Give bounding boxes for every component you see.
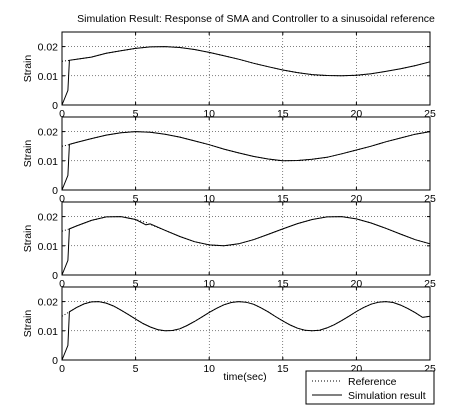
x-tick-label: 5	[133, 278, 139, 290]
y-tick-label: 0.02	[38, 127, 59, 139]
subplot-3: 0 5 10 15 20 25 0 0.01 0.02 Strain	[22, 201, 436, 290]
x-tick-label: 20	[351, 363, 363, 375]
y-tick-label: 0.01	[38, 326, 59, 338]
x-tick-label: 25	[424, 108, 436, 120]
series-simulation-result	[61, 216, 431, 276]
axes-frame	[61, 201, 431, 276]
axes-frame	[61, 286, 431, 361]
x-tick-label: 20	[351, 193, 363, 205]
series-simulation-result	[61, 46, 431, 106]
y-tick-label: 0.01	[38, 241, 59, 253]
subplot-1: 0 5 10 15 20 25 0 0.01 0.02 Strain	[22, 31, 436, 120]
legend-box	[305, 370, 435, 405]
x-tick-label: 15	[277, 278, 289, 290]
axes-frame	[61, 116, 431, 191]
x-tick-label: 25	[424, 193, 436, 205]
y-tick-label: 0	[52, 185, 58, 197]
x-tick-label: 20	[351, 108, 363, 120]
x-tick-label: 5	[133, 363, 139, 375]
x-tick-label: 0	[59, 278, 65, 290]
series-simulation-result	[61, 301, 431, 361]
y-tick-label: 0.02	[38, 297, 59, 309]
x-tick-label: 20	[351, 278, 363, 290]
legend: Reference Simulation result	[305, 370, 435, 405]
subplot-4: 0 5 10 15 20 25 0 0.01 0.02 Strain	[22, 286, 436, 375]
y-axis-label: Strain	[22, 225, 34, 253]
series-reference	[61, 131, 431, 162]
y-tick-label: 0.02	[38, 42, 59, 54]
x-tick-label: 15	[277, 363, 289, 375]
y-axis-label: Strain	[22, 55, 34, 83]
subplot-2: 0 5 10 15 20 25 0 0.01 0.02 Strain	[22, 116, 436, 205]
x-tick-label: 0	[59, 363, 65, 375]
figure-title: Simulation Result: Response of SMA and C…	[77, 13, 435, 25]
x-tick-label: 5	[133, 193, 139, 205]
x-tick-label: 10	[203, 108, 215, 120]
x-tick-label: 25	[424, 363, 436, 375]
subplots: 0 5 10 15 20 25 0 0.01 0.02 Strain 0 5 10 15 20 25 0 0.01…	[22, 31, 436, 375]
x-tick-label: 10	[203, 193, 215, 205]
y-tick-label: 0.01	[38, 71, 59, 83]
x-tick-label: 10	[203, 278, 215, 290]
legend-label: Reference	[348, 376, 397, 388]
x-tick-label: 15	[277, 108, 289, 120]
y-tick-label: 0.02	[38, 212, 59, 224]
x-tick-label: 5	[133, 108, 139, 120]
x-tick-label: 0	[59, 193, 65, 205]
y-tick-label: 0	[52, 355, 58, 367]
x-tick-label: 0	[59, 108, 65, 120]
x-tick-label: 10	[203, 363, 215, 375]
series-reference	[61, 301, 431, 332]
x-tick-label: 15	[277, 193, 289, 205]
legend-label: Simulation result	[348, 390, 426, 402]
series-simulation-result	[61, 131, 431, 191]
x-axis-label: time(sec)	[223, 371, 266, 383]
y-axis-label: Strain	[22, 140, 34, 168]
axes-frame	[61, 31, 431, 106]
y-tick-label: 0	[52, 100, 58, 112]
y-tick-label: 0	[52, 270, 58, 282]
y-tick-label: 0.01	[38, 156, 59, 168]
y-axis-label: Strain	[22, 310, 34, 338]
x-tick-label: 25	[424, 278, 436, 290]
